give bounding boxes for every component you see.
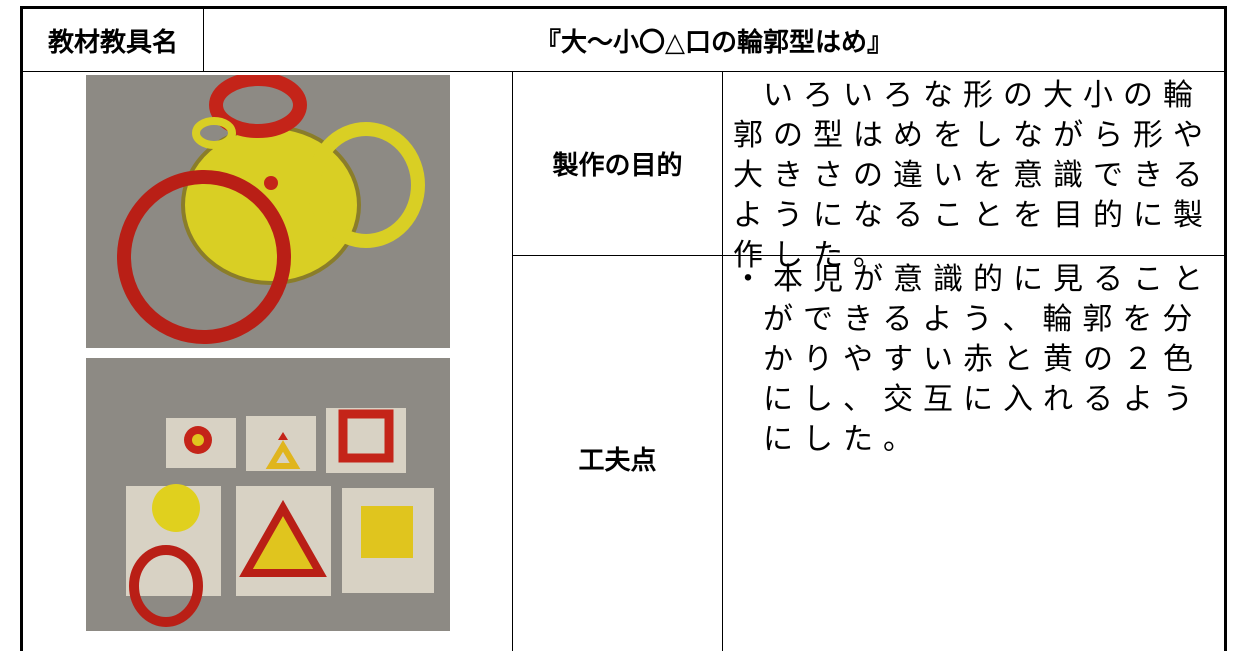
photo-cell [20, 71, 513, 651]
header-label: 教材教具名 [20, 6, 204, 72]
header-title: 『大～小〇△口の輪郭型はめ』 [203, 6, 1227, 72]
row-text: いろいろな形の大小の輪郭の型はめをしながら形や大きさの違いを意識できるようになる… [722, 71, 1227, 273]
row-label: 工夫点 [512, 255, 723, 651]
photo-rings [86, 75, 450, 348]
photo-shapes [86, 358, 450, 631]
row-label: 製作の目的 [512, 71, 723, 256]
row-text: ・本児が意識的に見ることができるよう、輪郭を分かりやすい赤と黄の２色にし、交互に… [722, 255, 1227, 651]
